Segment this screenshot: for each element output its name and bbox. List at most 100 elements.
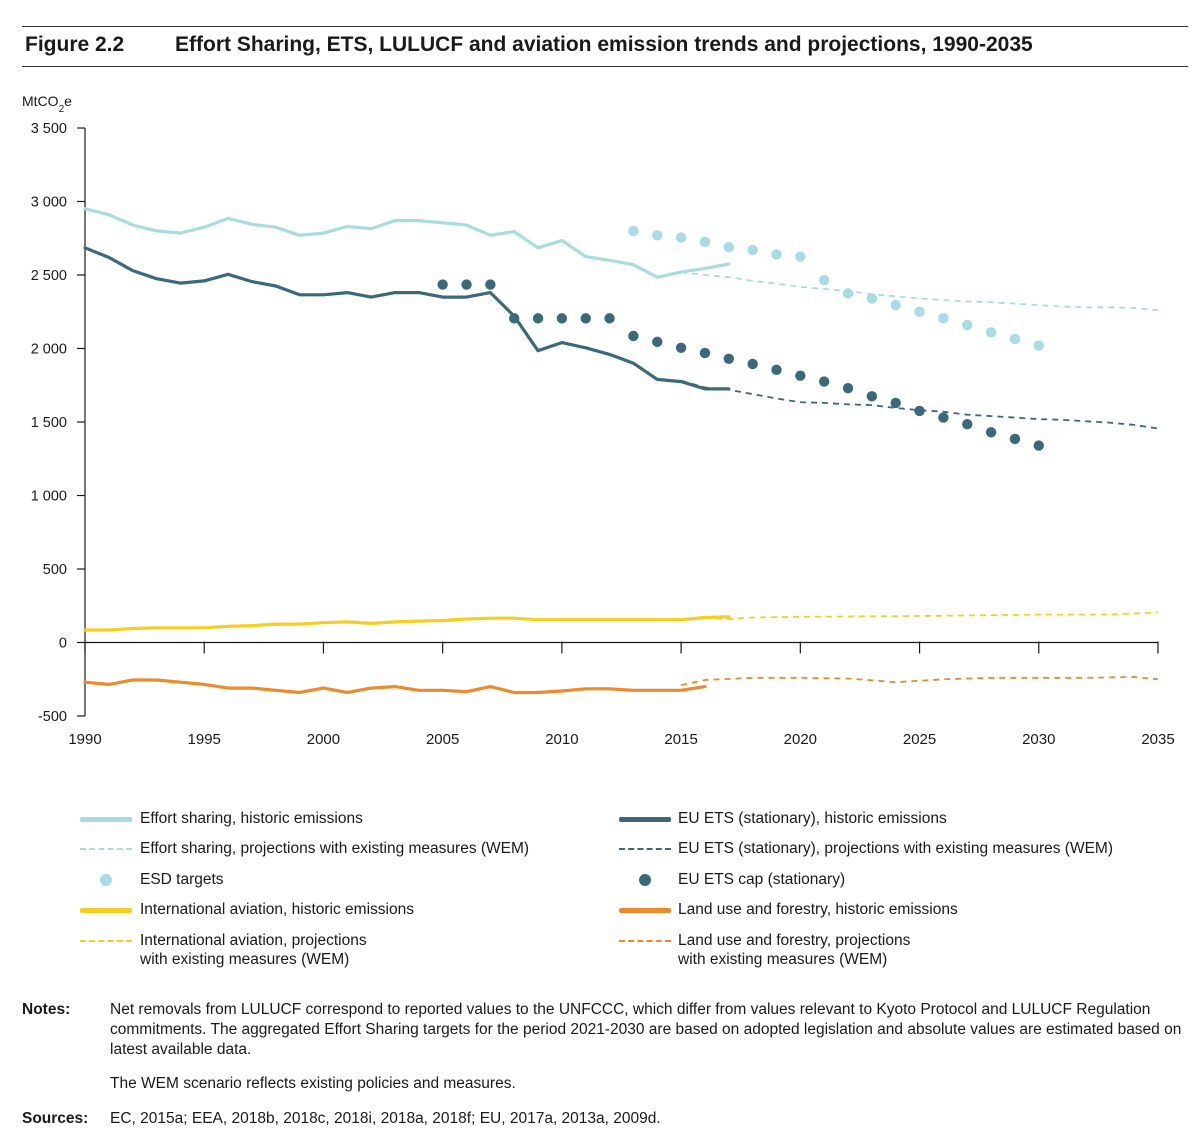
data-point: [437, 279, 448, 290]
data-point: [866, 391, 878, 402]
series-land-use-and-forestry-historic-emissions: [83, 678, 707, 695]
data-point: [628, 225, 639, 237]
y-axis-label: MtCO2e: [22, 93, 72, 115]
legend-label-eu-ets-stationary-historic-emissions: EU ETS (stationary), historic emissions: [678, 810, 947, 827]
data-point: [795, 251, 806, 262]
x-tick-label: 2020: [784, 731, 817, 748]
data-point: [723, 353, 734, 364]
legend-symbol-eu-ets-stationary-projections-with-existing-measures-wem: [619, 848, 671, 850]
x-tick-label: 1995: [188, 731, 221, 748]
legend-symbol-effort-sharing-projections-with-existing-measures-wem: [80, 848, 132, 850]
data-point: [914, 306, 925, 317]
data-point: [866, 293, 878, 304]
legend-label-effort-sharing-projections-with-existing-measures-wem: Effort sharing, projections with existin…: [140, 840, 530, 857]
data-point: [532, 313, 544, 324]
data-point: [985, 427, 997, 438]
series-esd-targets: [628, 225, 1044, 351]
data-point: [890, 397, 901, 409]
legend-label-eu-ets-cap-stationary: EU ETS cap (stationary): [678, 871, 846, 888]
data-point: [604, 313, 615, 324]
legend-symbol-international-aviation-projections-with-existing-measures-wem: [80, 940, 132, 942]
data-point: [962, 319, 973, 331]
x-tick-label: 2005: [426, 731, 459, 748]
y-tick-label: 1 000: [31, 489, 67, 505]
legend-label-international-aviation-projections-with-existing-measures-wem: International aviation, projections with…: [140, 932, 367, 968]
data-point: [652, 336, 663, 348]
series-international-aviation-historic-emissions: [83, 615, 731, 632]
data-point: [675, 342, 687, 353]
y-tick-label: 2 000: [31, 342, 67, 358]
data-point: [962, 419, 973, 430]
x-tick-label: 2010: [545, 731, 578, 748]
data-point: [771, 249, 782, 260]
title-rule: [22, 66, 1188, 67]
data-point: [699, 347, 711, 359]
data-point: [485, 279, 496, 290]
data-point: [675, 232, 687, 243]
data-point: [699, 236, 711, 248]
data-point: [747, 358, 758, 370]
data-point: [914, 405, 925, 417]
figure-title-text: Effort Sharing, ETS, LULUCF and aviation…: [175, 33, 1033, 56]
legend-symbol-eu-ets-cap-stationary: [639, 874, 651, 886]
notes-block: Notes: Net removals from LULUCF correspo…: [22, 1000, 1188, 1095]
data-point: [938, 412, 949, 423]
data-point: [795, 370, 806, 381]
data-point: [1009, 333, 1021, 345]
x-tick-label: 2015: [664, 731, 697, 748]
data-point: [556, 313, 568, 324]
data-point: [652, 230, 663, 241]
data-point: [818, 274, 830, 286]
sources-text: EC, 2015a; EEA, 2018b, 2018c, 2018i, 201…: [110, 1110, 661, 1127]
legend-symbol-international-aviation-historic-emissions: [80, 908, 132, 913]
emissions-chart: MtCO2e 3 500 3 000 2 500 2 000 1 500 1 000 500 0…: [22, 93, 1175, 748]
data-point: [985, 327, 997, 338]
legend-symbol-esd-targets: [100, 874, 112, 886]
data-point: [1009, 433, 1021, 445]
series-eu-ets-cap-stationary: [437, 279, 1044, 451]
y-tick-label: 0: [59, 636, 67, 652]
legend-symbol-land-use-and-forestry-projections-with-existing-measures-wem: [619, 940, 671, 942]
y-tick-label: 500: [43, 562, 67, 578]
series-international-aviation-projections-with-existing-measures-wem: [704, 611, 1159, 620]
data-point: [818, 376, 830, 387]
chart-legend: Effort sharing, historic emissions EU ETS…: [0, 800, 1200, 990]
y-tick-label: 3 500: [31, 121, 67, 137]
data-point: [461, 279, 472, 290]
notes-text-2: The WEM scenario reflects existing polic…: [110, 1075, 516, 1092]
data-point: [938, 313, 949, 324]
x-tick-label: 2030: [1022, 731, 1055, 748]
legend-symbol-effort-sharing-historic-emissions: [80, 817, 132, 822]
x-tick-label: 2025: [903, 731, 936, 748]
data-point: [747, 244, 758, 256]
legend-label-land-use-and-forestry-projections-with-existing-measures-wem: Land use and forestry, projections with …: [678, 932, 911, 968]
legend-label-effort-sharing-historic-emissions: Effort sharing, historic emissions: [140, 810, 363, 827]
notes-label: Notes:: [22, 1001, 71, 1018]
notes-text-1: Net removals from LULUCF correspond to r…: [110, 1001, 1182, 1058]
data-point: [842, 288, 854, 299]
x-tick-label: 2035: [1141, 731, 1174, 748]
sources-label: Sources:: [22, 1110, 89, 1127]
data-point: [890, 299, 901, 311]
series-land-use-and-forestry-projections-with-existing-measures-wem: [680, 676, 1159, 686]
legend-label-land-use-and-forestry-historic-emissions: Land use and forestry, historic emission…: [678, 901, 958, 918]
legend-label-esd-targets: ESD targets: [140, 871, 224, 888]
series-eu-ets-stationary-historic-emissions: [83, 246, 731, 391]
series-effort-sharing-projections-with-existing-measures-wem: [680, 271, 1159, 312]
data-point: [842, 382, 854, 394]
sources-block: Sources: EC, 2015a; EEA, 2018b, 2018c, 2…: [22, 1109, 1188, 1131]
legend-symbol-land-use-and-forestry-historic-emissions: [619, 908, 671, 913]
y-tick-label: 3 000: [31, 195, 67, 211]
data-point: [580, 313, 591, 324]
data-point: [1033, 340, 1044, 351]
figure-number: Figure 2.2: [25, 33, 125, 56]
y-tick-label: -500: [38, 709, 67, 725]
data-point: [723, 241, 734, 253]
x-tick-label: 1990: [68, 731, 101, 748]
data-point: [628, 330, 639, 342]
legend-label-international-aviation-historic-emissions: International aviation, historic emissio…: [140, 901, 414, 918]
series-eu-ets-stationary-projections-with-existing-measures-wem: [680, 379, 1159, 430]
y-tick-label: 2 500: [31, 268, 67, 284]
x-tick-label: 2000: [307, 731, 340, 748]
series-effort-sharing-historic-emissions: [83, 207, 731, 279]
